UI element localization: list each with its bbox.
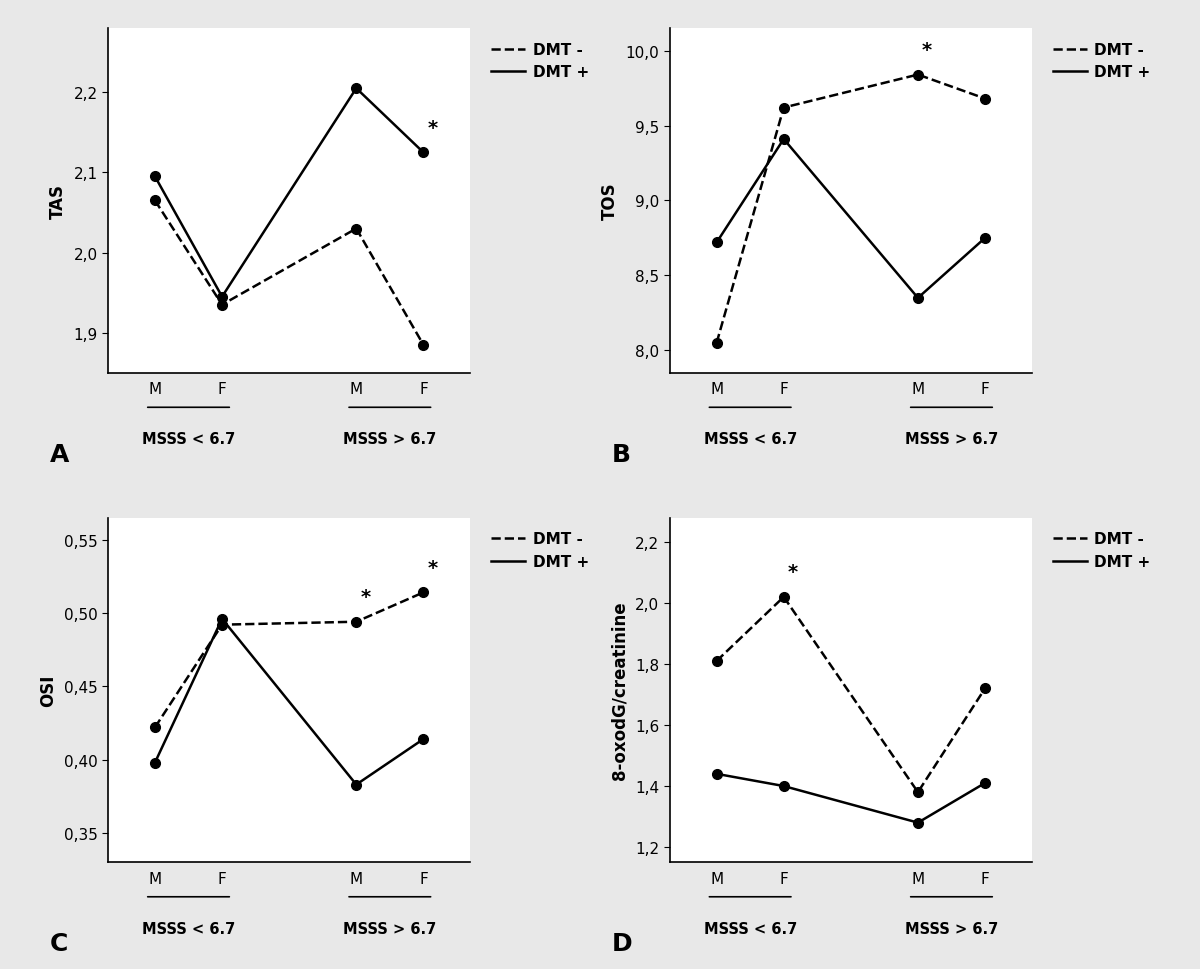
Legend: DMT -, DMT +: DMT -, DMT + [1046,526,1157,576]
Y-axis label: OSI: OSI [38,674,56,706]
Text: MSSS < 6.7: MSSS < 6.7 [703,921,797,936]
Legend: DMT -, DMT +: DMT -, DMT + [485,37,595,86]
Text: *: * [787,563,798,581]
Text: *: * [427,119,438,138]
Y-axis label: 8-oxodG/creatinine: 8-oxodG/creatinine [610,601,628,779]
Text: *: * [427,558,438,578]
Legend: DMT -, DMT +: DMT -, DMT + [485,526,595,576]
Text: D: D [612,931,632,955]
Text: MSSS < 6.7: MSSS < 6.7 [142,921,235,936]
Legend: DMT -, DMT +: DMT -, DMT + [1046,37,1157,86]
Text: A: A [50,442,70,466]
Y-axis label: TAS: TAS [48,184,66,219]
Text: MSSS > 6.7: MSSS > 6.7 [905,432,998,447]
Text: *: * [360,587,371,607]
Y-axis label: TOS: TOS [600,182,618,220]
Text: MSSS > 6.7: MSSS > 6.7 [905,921,998,936]
Text: MSSS > 6.7: MSSS > 6.7 [343,921,437,936]
Text: MSSS > 6.7: MSSS > 6.7 [343,432,437,447]
Text: MSSS < 6.7: MSSS < 6.7 [703,432,797,447]
Text: MSSS < 6.7: MSSS < 6.7 [142,432,235,447]
Text: B: B [612,442,631,466]
Text: C: C [50,931,68,955]
Text: *: * [922,41,932,60]
